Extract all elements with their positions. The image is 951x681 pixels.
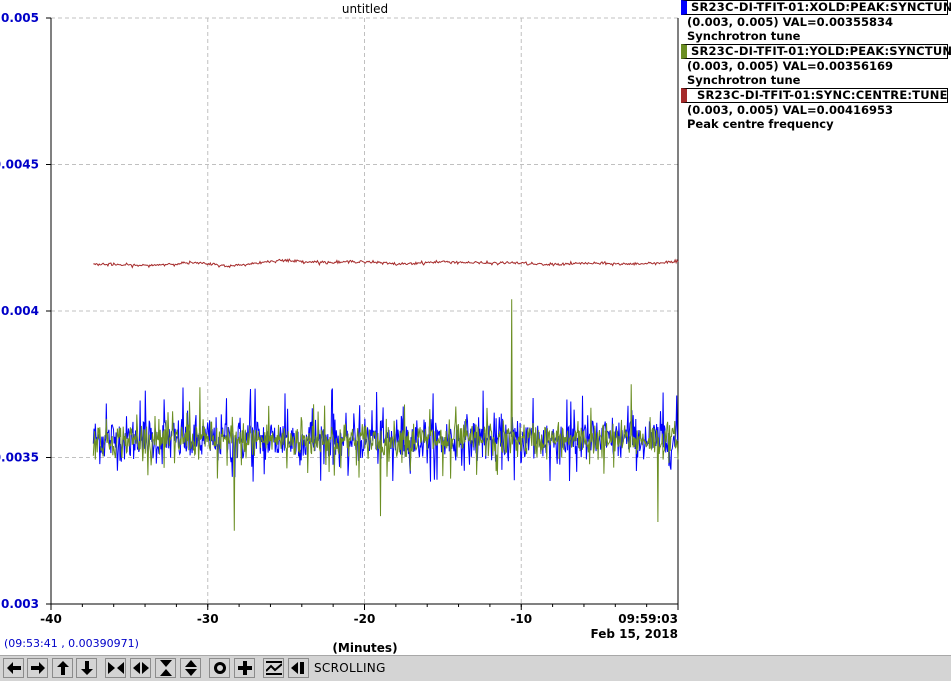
zoom-in-y-icon[interactable] bbox=[155, 658, 176, 678]
plot-grid bbox=[51, 17, 678, 604]
end-time: 09:59:03 bbox=[618, 612, 678, 626]
left-arrow-icon[interactable] bbox=[3, 658, 24, 678]
y-tick-label: 0.003 bbox=[1, 597, 39, 611]
legend-range-value: (0.003, 0.005) VAL=0.00355834 bbox=[687, 15, 894, 29]
step-back-icon[interactable] bbox=[288, 658, 309, 678]
y-tick-label: 0.004 bbox=[1, 304, 39, 318]
zoom-out-x-icon[interactable] bbox=[130, 658, 151, 678]
zoom-in-x-icon[interactable] bbox=[105, 658, 126, 678]
legend-item-yold[interactable]: SR23C-DI-TFIT-01:YOLD:PEAK:SYNCTUNE (0.0… bbox=[681, 44, 951, 87]
y-tick-label: 0.0045 bbox=[0, 158, 39, 172]
axis-ticks: 0.005 0.0045 0.004 0.0035 0.003-40 -30 -20 -10 bbox=[0, 11, 679, 626]
toolbar: SCROLLING bbox=[0, 655, 951, 681]
legend-pv-name[interactable]: SR23C-DI-TFIT-01:XOLD:PEAK:SYNCTUNE bbox=[681, 0, 951, 15]
x-tick-label: -10 bbox=[510, 612, 532, 626]
x-tick-label: -40 bbox=[40, 612, 62, 626]
legend-range-value: (0.003, 0.005) VAL=0.00416953 bbox=[687, 103, 894, 117]
legend-pv-name[interactable]: SR23C-DI-TFIT-01:YOLD:PEAK:SYNCTUNE bbox=[681, 44, 951, 59]
right-arrow-icon[interactable] bbox=[27, 658, 48, 678]
cursor-readout: (09:53:41 , 0.00390971) bbox=[4, 637, 139, 650]
y-tick-label: 0.0035 bbox=[0, 451, 39, 465]
legend-pv-name[interactable]: SR23C-DI-TFIT-01:SYNC:CENTRE:TUNE bbox=[681, 88, 948, 103]
zoom-out-y-icon[interactable] bbox=[180, 658, 201, 678]
end-date: Feb 15, 2018 bbox=[590, 627, 678, 641]
legend-item-xold[interactable]: SR23C-DI-TFIT-01:XOLD:PEAK:SYNCTUNE (0.0… bbox=[681, 0, 951, 43]
data-series bbox=[92, 258, 679, 531]
axis-end-time: 09:59:03 Feb 15, 2018 bbox=[580, 612, 678, 642]
legend-item-centre[interactable]: SR23C-DI-TFIT-01:SYNC:CENTRE:TUNE (0.003… bbox=[681, 88, 951, 131]
legend-range-value: (0.003, 0.005) VAL=0.00356169 bbox=[687, 59, 894, 73]
x-axis-label: (Minutes) bbox=[332, 641, 398, 655]
down-arrow-icon[interactable] bbox=[76, 658, 97, 678]
y-tick-label: 0.005 bbox=[1, 11, 39, 25]
x-tick-label: -20 bbox=[354, 612, 376, 626]
series-line-yold bbox=[92, 299, 679, 531]
legend: SR23C-DI-TFIT-01:XOLD:PEAK:SYNCTUNE (0.0… bbox=[681, 0, 951, 132]
x-tick-label: -30 bbox=[197, 612, 219, 626]
chart-plot[interactable]: 0.005 0.0045 0.004 0.0035 0.003-40 -30 -20 -10 bbox=[0, 0, 951, 655]
legend-description: Peak centre frequency bbox=[687, 117, 834, 131]
status-text: SCROLLING bbox=[314, 661, 386, 675]
record-icon[interactable] bbox=[209, 658, 230, 678]
legend-description: Synchrotron tune bbox=[687, 29, 801, 43]
up-arrow-icon[interactable] bbox=[52, 658, 73, 678]
add-icon[interactable] bbox=[234, 658, 255, 678]
chart-title: untitled bbox=[341, 2, 389, 16]
legend-description: Synchrotron tune bbox=[687, 73, 801, 87]
autoscale-icon[interactable] bbox=[263, 658, 284, 678]
series-line-centre bbox=[93, 258, 679, 269]
